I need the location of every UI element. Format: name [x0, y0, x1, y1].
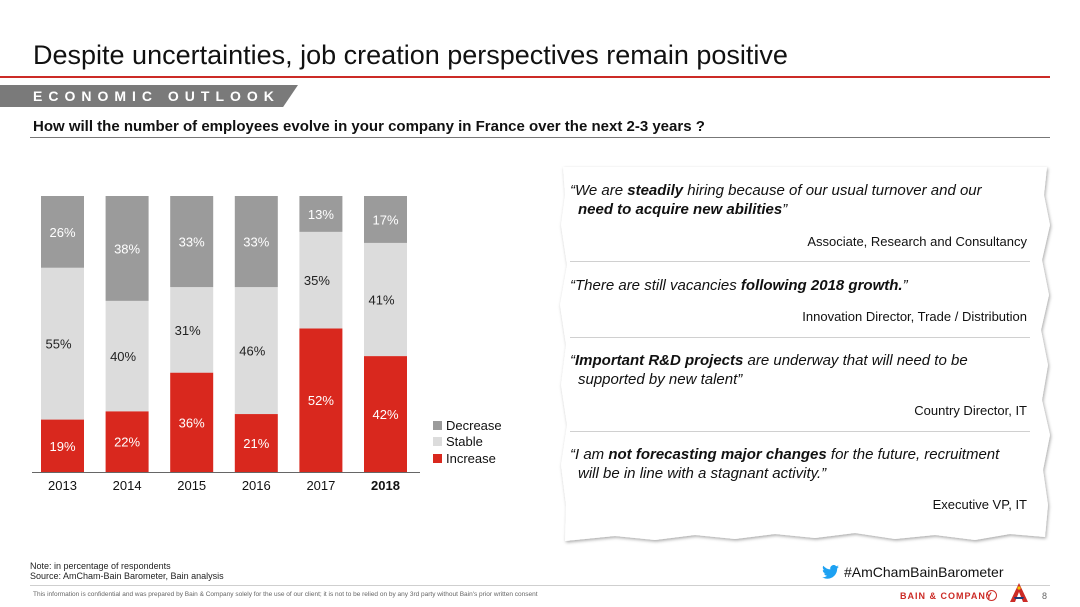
bar-segment-decrease	[234, 196, 278, 288]
quote-2-post: ”	[902, 277, 908, 294]
quote-3-pre: “	[570, 352, 575, 369]
x-tick-label: 2018	[371, 478, 400, 493]
quote-4-author: Executive VP, IT	[932, 497, 1027, 512]
hashtag[interactable]: #AmChamBainBarometer	[822, 564, 1004, 580]
legend-label: Increase	[446, 450, 496, 466]
bar-segment-decrease	[105, 196, 149, 301]
bar-segment-stable	[364, 242, 407, 357]
bain-logo-mark-icon	[986, 590, 997, 601]
page-number: 8	[1042, 591, 1048, 601]
bar-segment-increase	[234, 414, 278, 472]
legend-swatch	[433, 453, 442, 463]
bar-segment-stable	[105, 300, 149, 412]
data-label: 41%	[368, 293, 394, 308]
quote-1-line2-post: ”	[782, 201, 788, 218]
legend-swatch	[433, 437, 442, 447]
data-label: 13%	[308, 207, 334, 222]
bar-segment-increase	[170, 372, 214, 472]
bar-segment-increase	[364, 356, 407, 472]
quote-3-bold: Important R&D projects	[575, 352, 744, 369]
legend-label: Decrease	[446, 417, 502, 433]
data-label: 17%	[372, 212, 398, 227]
data-label: 55%	[45, 337, 71, 352]
data-label: 33%	[243, 235, 269, 250]
data-label: 19%	[49, 439, 75, 454]
quote-4-bold: not forecasting major changes	[608, 446, 827, 463]
bar-segment-increase	[299, 328, 343, 472]
bar-segment-decrease	[41, 196, 84, 268]
x-tick-label: 2013	[48, 478, 77, 493]
title-divider	[0, 76, 1050, 78]
question-divider	[30, 137, 1050, 138]
quote-4-post: for the future, recruitment	[826, 446, 1000, 463]
chart-legend: Decrease Stable Increase	[433, 417, 502, 467]
quote-3: “Important R&D projects are underway tha…	[570, 351, 1030, 389]
quote-4-pre: “I am	[570, 446, 609, 463]
data-label: 40%	[110, 349, 136, 364]
data-label: 42%	[372, 407, 398, 422]
quote-3-post: are underway that will need to be	[743, 352, 968, 369]
section-label: ECONOMIC OUTLOOK	[33, 88, 280, 104]
survey-question: How will the number of employees evolve …	[33, 118, 705, 135]
legend-item-increase: Increase	[433, 450, 502, 467]
quote-1-bold: steadily	[627, 182, 684, 199]
twitter-bird-icon	[822, 565, 839, 579]
quote-3-line2-post: supported by new talent”	[578, 371, 743, 388]
x-tick-label: 2015	[177, 478, 206, 493]
hashtag-text: #AmChamBainBarometer	[844, 564, 1004, 580]
data-label: 38%	[114, 241, 140, 256]
data-label: 36%	[179, 415, 205, 430]
quote-divider	[570, 261, 1030, 262]
data-label: 35%	[304, 273, 330, 288]
page-title: Despite uncertainties, job creation pers…	[33, 40, 788, 70]
quote-2: “There are still vacancies following 201…	[570, 276, 1030, 295]
quote-2-bold: following 2018 growth.	[740, 277, 903, 294]
quotes-paper-panel	[560, 167, 1050, 541]
chart-note: Note: in percentage of respondents	[30, 561, 171, 571]
quote-1-author: Associate, Research and Consultancy	[807, 234, 1027, 249]
bar-segment-decrease	[170, 196, 214, 288]
bar-segment-increase	[105, 411, 149, 472]
legend-swatch	[433, 420, 442, 430]
legend-label: Stable	[446, 434, 483, 450]
quote-4: “I am not forecasting major changes for …	[570, 445, 1030, 483]
bar-segment-increase	[41, 419, 84, 472]
section-band	[0, 85, 298, 107]
quote-1: “We are steadily hiring because of our u…	[570, 181, 1030, 219]
bain-logo: BAIN & COMPANY	[900, 591, 993, 601]
legend-item-stable: Stable	[433, 434, 502, 451]
data-label: 33%	[179, 235, 205, 250]
quote-3-author: Country Director, IT	[914, 403, 1027, 418]
quote-1-post: hiring because of our usual turnover and…	[683, 182, 982, 199]
bar-segment-stable	[234, 287, 278, 415]
amcham-logo-icon	[1010, 583, 1028, 602]
confidentiality-disclaimer: This information is confidential and was…	[33, 591, 538, 598]
quote-2-pre: “There are still vacancies	[570, 277, 741, 294]
footer-divider	[30, 585, 1050, 586]
x-tick-label: 2016	[242, 478, 271, 493]
quote-2-author: Innovation Director, Trade / Distributio…	[802, 309, 1027, 324]
data-label: 21%	[243, 436, 269, 451]
bar-segment-stable	[170, 287, 214, 373]
data-label: 26%	[49, 225, 75, 240]
data-label: 22%	[114, 435, 140, 450]
chart-source: Source: AmCham-Bain Barometer, Bain anal…	[30, 571, 224, 581]
quote-1-line2-bold: need to acquire new abilities	[578, 201, 783, 218]
legend-item-decrease: Decrease	[433, 417, 502, 434]
quote-divider	[570, 431, 1030, 432]
bar-segment-decrease	[299, 196, 343, 232]
x-tick-label: 2014	[113, 478, 142, 493]
stacked-bar-chart: 19% 55% 26% 2013 22% 40% 38% 2014 36% 31% 33% 2015 2…	[32, 196, 420, 493]
quote-1-pre: “We are	[570, 182, 628, 199]
bar-segment-decrease	[364, 196, 407, 243]
data-label: 52%	[308, 393, 334, 408]
data-label: 46%	[239, 344, 265, 359]
x-tick-label: 2017	[306, 478, 335, 493]
quote-divider	[570, 337, 1030, 338]
data-label: 31%	[175, 323, 201, 338]
bar-segment-stable	[41, 267, 84, 420]
bar-segment-stable	[299, 231, 343, 329]
quote-4-line2-post: will be in line with a stagnant activity…	[578, 465, 827, 482]
